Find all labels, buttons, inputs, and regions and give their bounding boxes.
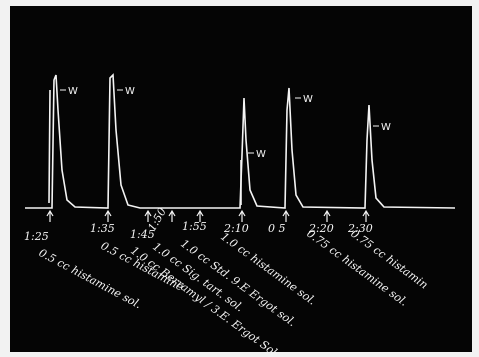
w-label: W: [68, 86, 78, 97]
w-label: W: [125, 86, 135, 97]
figure: W W W W W 1:251:351:451:501:552:100 52:2…: [0, 0, 479, 357]
w-label: W: [256, 149, 266, 160]
time-label: 1:25: [24, 230, 49, 243]
time-label: 0 5: [268, 222, 286, 235]
time-label: 1:35: [90, 222, 115, 235]
w-label: W: [303, 94, 313, 105]
w-label: W: [381, 122, 391, 133]
time-label: 1:55: [182, 220, 207, 233]
